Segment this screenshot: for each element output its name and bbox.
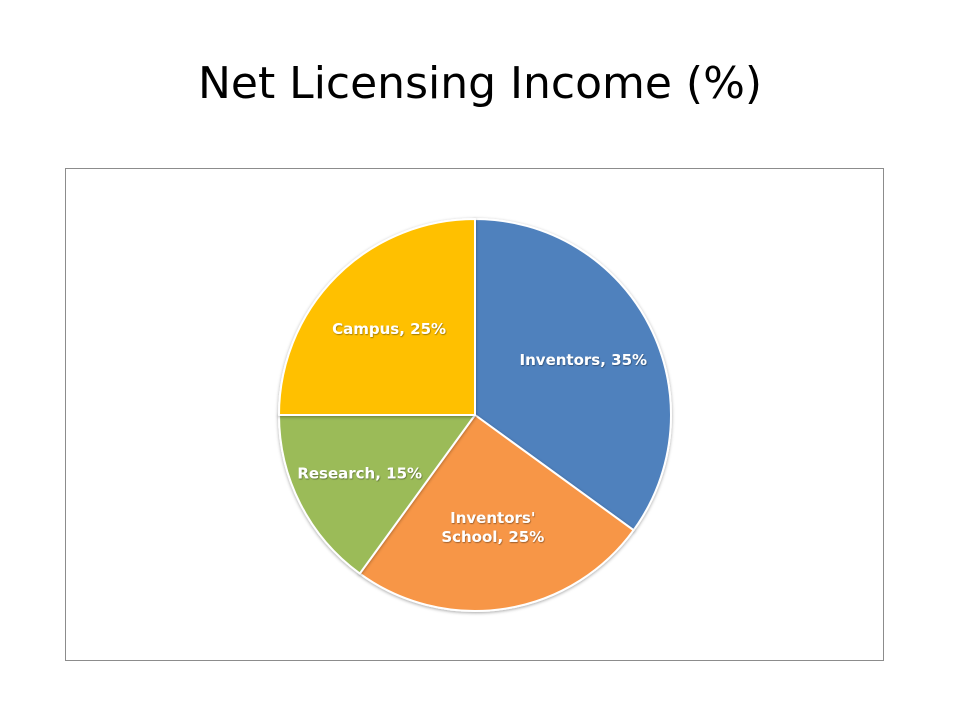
data-label-line: Inventors, 35% [520, 351, 648, 369]
data-label-research: Research, 15% [297, 465, 422, 483]
data-label-inventors: Inventors, 35% [520, 351, 648, 369]
data-label-line: Inventors' [450, 509, 535, 527]
pie-slice-campus [278, 218, 476, 416]
data-label-line: School, 25% [441, 528, 544, 546]
data-label-inventors-school: Inventors' School, 25% [441, 509, 544, 546]
data-label-campus: Campus, 25% [332, 320, 446, 338]
pie-slice-inventors [474, 218, 672, 532]
pie-slice-research [278, 414, 476, 575]
slide-title: Net Licensing Income (%) [197, 58, 763, 109]
data-label-line: Campus, 25% [332, 320, 446, 338]
pie-slices [278, 218, 672, 612]
data-label-line: Research, 15% [297, 465, 422, 483]
pie-chart: Inventors, 35% Inventors' School, 25% Resea… [278, 218, 672, 612]
pie-slice-inventors-school [358, 414, 635, 612]
chart-area: Inventors, 35% Inventors' School, 25% Resea… [65, 168, 884, 661]
pie-data-labels: Inventors, 35% Inventors' School, 25% Resea… [297, 320, 647, 546]
